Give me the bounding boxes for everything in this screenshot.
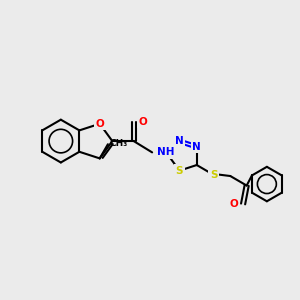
Text: O: O — [139, 117, 148, 127]
Text: N: N — [192, 142, 201, 152]
Text: O: O — [95, 119, 104, 129]
Text: N: N — [175, 136, 184, 146]
Text: CH₃: CH₃ — [110, 139, 128, 148]
Text: S: S — [176, 166, 183, 176]
Text: O: O — [230, 199, 238, 209]
Text: NH: NH — [157, 147, 175, 158]
Text: S: S — [210, 169, 218, 179]
